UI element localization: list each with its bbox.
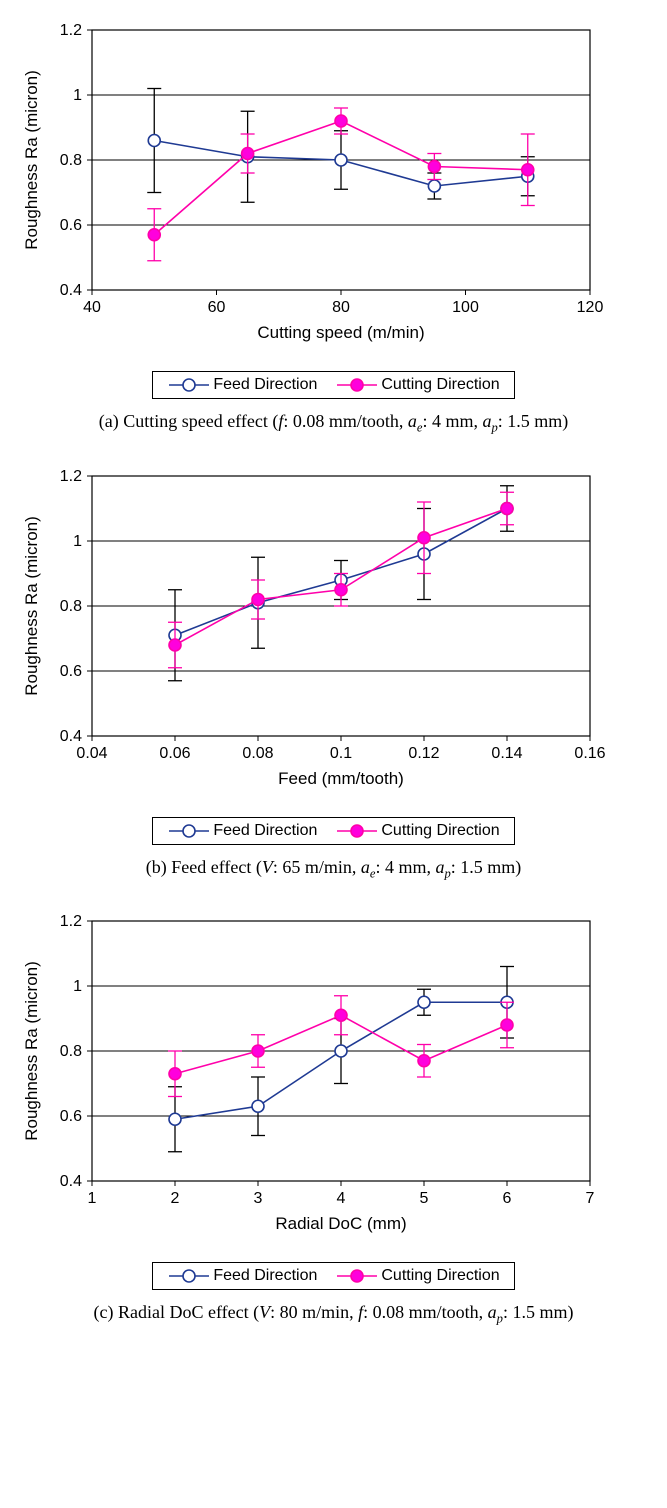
legend-cutting-swatch — [335, 376, 379, 394]
svg-text:0.6: 0.6 — [60, 663, 82, 680]
legend-cutting-label: Cutting Direction — [381, 376, 499, 394]
svg-text:1.2: 1.2 — [60, 913, 82, 930]
svg-text:100: 100 — [452, 299, 479, 316]
svg-text:0.16: 0.16 — [574, 745, 605, 762]
svg-text:Radial DoC (mm): Radial DoC (mm) — [275, 1214, 406, 1233]
svg-text:6: 6 — [503, 1190, 512, 1207]
svg-text:0.4: 0.4 — [60, 282, 82, 299]
svg-text:0.6: 0.6 — [60, 217, 82, 234]
legend-feed: Feed Direction — [167, 822, 317, 840]
legend-c: Feed Direction Cutting Direction — [10, 1262, 657, 1290]
legend-b: Feed Direction Cutting Direction — [10, 817, 657, 845]
svg-text:0.8: 0.8 — [60, 598, 82, 615]
caption-c: (c) Radial DoC effect (V: 80 m/min, f: 0… — [10, 1302, 657, 1327]
legend-feed-label: Feed Direction — [213, 376, 317, 394]
svg-text:Roughness Ra (micron): Roughness Ra (micron) — [22, 961, 41, 1141]
legend-feed-label: Feed Direction — [213, 1267, 317, 1285]
svg-text:0.6: 0.6 — [60, 1108, 82, 1125]
svg-text:Roughness Ra (micron): Roughness Ra (micron) — [22, 516, 41, 696]
chart-c-svg: 0.4 0.6 0.8 1 1.2 1 2 3 4 5 6 7 Radial DoC (mm) Rough… — [10, 911, 610, 1251]
svg-text:60: 60 — [208, 299, 226, 316]
caption-a: (a) Cutting speed effect (f: 0.08 mm/too… — [10, 411, 657, 436]
svg-text:1: 1 — [73, 978, 82, 995]
legend-feed-label: Feed Direction — [213, 822, 317, 840]
svg-text:0.12: 0.12 — [408, 745, 439, 762]
svg-text:3: 3 — [254, 1190, 263, 1207]
svg-text:Feed (mm/tooth): Feed (mm/tooth) — [278, 769, 404, 788]
legend-cutting-label: Cutting Direction — [381, 822, 499, 840]
legend-cutting-label: Cutting Direction — [381, 1267, 499, 1285]
svg-text:0.4: 0.4 — [60, 1173, 82, 1190]
legend-cutting: Cutting Direction — [335, 1267, 499, 1285]
svg-text:7: 7 — [586, 1190, 595, 1207]
caption-b: (b) Feed effect (V: 65 m/min, ae: 4 mm, … — [10, 857, 657, 882]
svg-text:0.14: 0.14 — [491, 745, 522, 762]
panel-b: 0.4 0.6 0.8 1 1.2 0.04 0.06 0.08 0.1 0.12 0.14 0.16… — [10, 466, 657, 882]
chart-b-svg: 0.4 0.6 0.8 1 1.2 0.04 0.06 0.08 0.1 0.12 0.14 0.16… — [10, 466, 610, 806]
panel-c: 0.4 0.6 0.8 1 1.2 1 2 3 4 5 6 7 Radial DoC (mm) Rough… — [10, 911, 657, 1327]
svg-text:Roughness Ra (micron): Roughness Ra (micron) — [22, 70, 41, 250]
svg-text:120: 120 — [577, 299, 604, 316]
legend-feed-swatch — [167, 1267, 211, 1285]
svg-text:2: 2 — [171, 1190, 180, 1207]
legend-cutting-swatch — [335, 822, 379, 840]
svg-text:Cutting speed (m/min): Cutting speed (m/min) — [257, 323, 424, 342]
panel-a: 0.4 0.6 0.8 1 1.2 40 60 80 100 120 Cutting speed (… — [10, 20, 657, 436]
svg-text:4: 4 — [337, 1190, 346, 1207]
svg-text:0.8: 0.8 — [60, 1043, 82, 1060]
chart-a-wrap: 0.4 0.6 0.8 1 1.2 40 60 80 100 120 Cutting speed (… — [10, 20, 657, 399]
svg-text:0.06: 0.06 — [159, 745, 190, 762]
legend-cutting: Cutting Direction — [335, 822, 499, 840]
svg-text:0.4: 0.4 — [60, 728, 82, 745]
svg-text:1.2: 1.2 — [60, 468, 82, 485]
svg-text:0.8: 0.8 — [60, 152, 82, 169]
svg-text:0.08: 0.08 — [242, 745, 273, 762]
svg-text:1: 1 — [73, 533, 82, 550]
svg-text:5: 5 — [420, 1190, 429, 1207]
svg-text:1.2: 1.2 — [60, 22, 82, 39]
legend-cutting: Cutting Direction — [335, 376, 499, 394]
legend-feed-swatch — [167, 822, 211, 840]
svg-text:1: 1 — [88, 1190, 97, 1207]
svg-text:0.04: 0.04 — [76, 745, 107, 762]
svg-text:1: 1 — [73, 87, 82, 104]
svg-text:0.1: 0.1 — [330, 745, 352, 762]
legend-cutting-swatch — [335, 1267, 379, 1285]
chart-c-wrap: 0.4 0.6 0.8 1 1.2 1 2 3 4 5 6 7 Radial DoC (mm) Rough… — [10, 911, 657, 1290]
chart-a-svg: 0.4 0.6 0.8 1 1.2 40 60 80 100 120 Cutting speed (… — [10, 20, 610, 360]
legend-feed-swatch — [167, 376, 211, 394]
chart-b-wrap: 0.4 0.6 0.8 1 1.2 0.04 0.06 0.08 0.1 0.12 0.14 0.16… — [10, 466, 657, 845]
legend-feed: Feed Direction — [167, 376, 317, 394]
svg-text:40: 40 — [83, 299, 101, 316]
legend-feed: Feed Direction — [167, 1267, 317, 1285]
svg-text:80: 80 — [332, 299, 350, 316]
legend-a: Feed Direction Cutting Direction — [10, 371, 657, 399]
